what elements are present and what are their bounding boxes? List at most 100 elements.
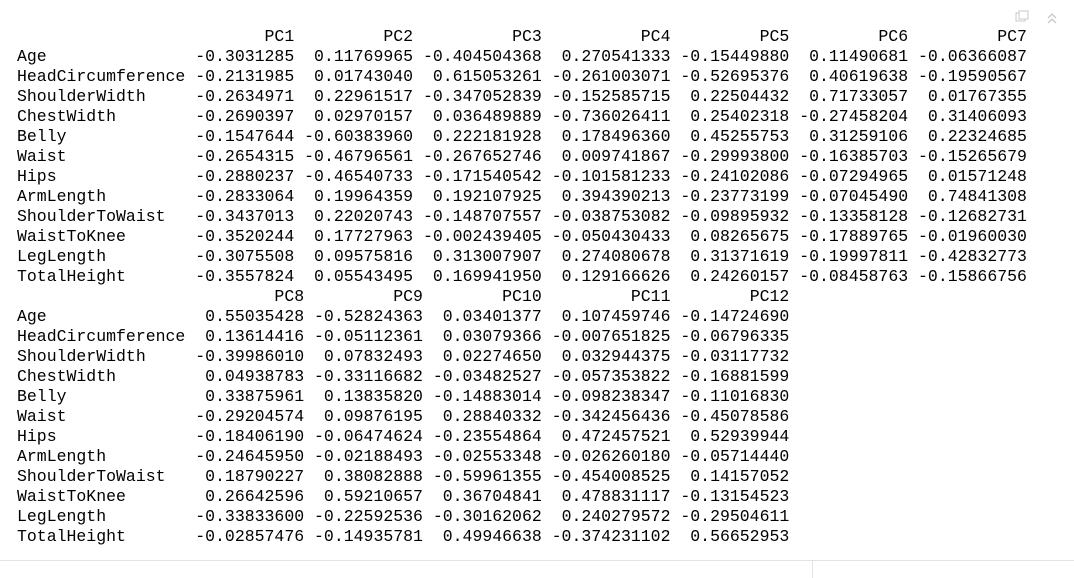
data-row: Belly -0.1547644 -0.60383960 0.222181928 0.1… xyxy=(17,127,1027,147)
cell-value: -0.267652746 xyxy=(422,147,542,166)
data-row: Age 0.55035428 -0.52824363 0.03401377 0.1074… xyxy=(17,307,789,327)
cell-value: 0.270541333 xyxy=(561,47,671,66)
cell-value: 0.52939944 xyxy=(690,427,790,446)
cell-value: -0.46540733 xyxy=(304,167,414,186)
cell-value: -0.15866756 xyxy=(918,267,1027,286)
cell-value: -0.23554864 xyxy=(432,427,542,446)
cell-value: 0.169941950 xyxy=(432,267,542,286)
cell-value: -0.07045490 xyxy=(799,187,909,206)
cell-value: -0.23773199 xyxy=(680,187,790,206)
console-output: PC1 PC2 PC3 PC4 PC5 PC6 PC7 Age -0.3031285 0.1176… xyxy=(17,27,1027,547)
cell-value: 0.25402318 xyxy=(690,107,790,126)
cell-value: -0.46796561 xyxy=(304,147,414,166)
cell-value: -0.29993800 xyxy=(680,147,790,166)
cell-value: -0.050430433 xyxy=(551,227,671,246)
cell-value: 0.472457521 xyxy=(561,427,671,446)
data-row: Age -0.3031285 0.11769965 -0.404504368 0.270… xyxy=(17,47,1027,67)
column-header: PC6 xyxy=(878,27,909,46)
cell-value: 0.40619638 xyxy=(809,67,909,86)
cell-value: -0.261003071 xyxy=(551,67,671,86)
column-header: PC2 xyxy=(383,27,414,46)
row-name: TotalHeight xyxy=(17,527,126,546)
data-row: LegLength -0.3075508 0.09575816 0.313007907… xyxy=(17,247,1027,267)
cell-value: -0.02857476 xyxy=(195,527,305,546)
output-block: PC1 PC2 PC3 PC4 PC5 PC6 PC7 Age -0.3031285 0.1176… xyxy=(17,27,1027,287)
cell-value: -0.038753082 xyxy=(551,207,671,226)
row-name: LegLength xyxy=(17,507,107,526)
cell-value: 0.22504432 xyxy=(690,87,790,106)
cell-value: -0.007651825 xyxy=(551,327,671,346)
cell-value: 0.01743040 xyxy=(314,67,414,86)
output-block: PC8 PC9 PC10 PC11 PC12 Age 0.55035428 -0.528243… xyxy=(17,287,789,547)
cell-value: -0.404504368 xyxy=(422,47,542,66)
row-name: ShoulderToWaist xyxy=(17,207,166,226)
collapse-icon[interactable] xyxy=(1047,13,1057,24)
cell-value: 0.28840332 xyxy=(442,407,542,426)
cell-value: -0.06796335 xyxy=(680,327,790,346)
cell-value: 0.74841308 xyxy=(927,187,1027,206)
cell-value: -0.29504611 xyxy=(680,507,790,526)
row-name: ShoulderWidth xyxy=(17,87,146,106)
cell-value: -0.2654315 xyxy=(195,147,295,166)
cell-value: 0.222181928 xyxy=(432,127,542,146)
cell-value: 0.07832493 xyxy=(323,347,423,366)
cell-value: 0.09876195 xyxy=(323,407,423,426)
cell-value: -0.11016830 xyxy=(680,387,790,406)
cell-value: -0.45078586 xyxy=(680,407,790,426)
row-name: Waist xyxy=(17,407,67,426)
pane-controls xyxy=(1015,10,1057,24)
cell-value: -0.27458204 xyxy=(799,107,909,126)
cell-value: -0.2833064 xyxy=(195,187,295,206)
cell-value: -0.2131985 xyxy=(195,67,295,86)
row-name-spacer xyxy=(17,27,185,47)
row-name: Hips xyxy=(17,167,57,186)
cell-value: -0.12682731 xyxy=(918,207,1027,226)
cell-value: 0.05543495 xyxy=(314,267,414,286)
cell-value: -0.098238347 xyxy=(551,387,671,406)
cell-value: -0.1547644 xyxy=(195,127,295,146)
cell-value: -0.026260180 xyxy=(551,447,671,466)
row-name: ChestWidth xyxy=(17,367,117,386)
row-name: Age xyxy=(17,47,47,66)
cell-value: 0.24260157 xyxy=(690,267,790,286)
cell-value: -0.24102086 xyxy=(680,167,790,186)
row-name: ShoulderToWaist xyxy=(17,467,166,486)
cell-value: 0.13835820 xyxy=(323,387,423,406)
cell-value: 0.02274650 xyxy=(442,347,542,366)
cell-value: -0.01960030 xyxy=(918,227,1027,246)
cell-value: -0.101581233 xyxy=(551,167,671,186)
cell-value: 0.49946638 xyxy=(442,527,542,546)
row-name: ChestWidth xyxy=(17,107,117,126)
cell-value: -0.002439405 xyxy=(422,227,542,246)
cell-value: -0.736026411 xyxy=(551,107,671,126)
cell-value: 0.45255753 xyxy=(690,127,790,146)
cell-value: 0.31259106 xyxy=(809,127,909,146)
cell-value: -0.14724690 xyxy=(680,307,790,326)
cell-value: 0.240279572 xyxy=(561,507,671,526)
row-name-spacer xyxy=(17,287,185,307)
cell-value: 0.19964359 xyxy=(314,187,414,206)
cell-value: 0.02970157 xyxy=(314,107,414,126)
cell-value: -0.52824363 xyxy=(314,307,423,326)
cell-value: 0.18790227 xyxy=(205,467,305,486)
data-row: ShoulderToWaist -0.3437013 0.22020743 -0.14… xyxy=(17,207,1027,227)
cell-value: 0.478831117 xyxy=(561,487,671,506)
data-row: ShoulderWidth -0.2634971 0.22961517 -0.3470… xyxy=(17,87,1027,107)
cell-value: -0.2880237 xyxy=(195,167,295,186)
cell-value: -0.03117732 xyxy=(680,347,790,366)
cell-value: -0.17889765 xyxy=(799,227,909,246)
data-row: Waist -0.29204574 0.09876195 0.28840332 -0.3… xyxy=(17,407,789,427)
row-name: Age xyxy=(17,307,47,326)
cell-value: 0.31406093 xyxy=(927,107,1027,126)
cell-value: -0.14883014 xyxy=(432,387,542,406)
cell-value: -0.06366087 xyxy=(918,47,1027,66)
cell-value: -0.59961355 xyxy=(432,467,542,486)
cell-value: -0.07294965 xyxy=(799,167,909,186)
cell-value: 0.22020743 xyxy=(314,207,414,226)
cell-value: -0.06474624 xyxy=(314,427,423,446)
cell-value: -0.18406190 xyxy=(195,427,305,446)
cell-value: 0.032944375 xyxy=(561,347,671,366)
cell-value: 0.26642596 xyxy=(205,487,305,506)
data-row: HeadCircumference -0.2131985 0.01743040 0.6… xyxy=(17,67,1027,87)
cell-value: -0.19590567 xyxy=(918,67,1027,86)
